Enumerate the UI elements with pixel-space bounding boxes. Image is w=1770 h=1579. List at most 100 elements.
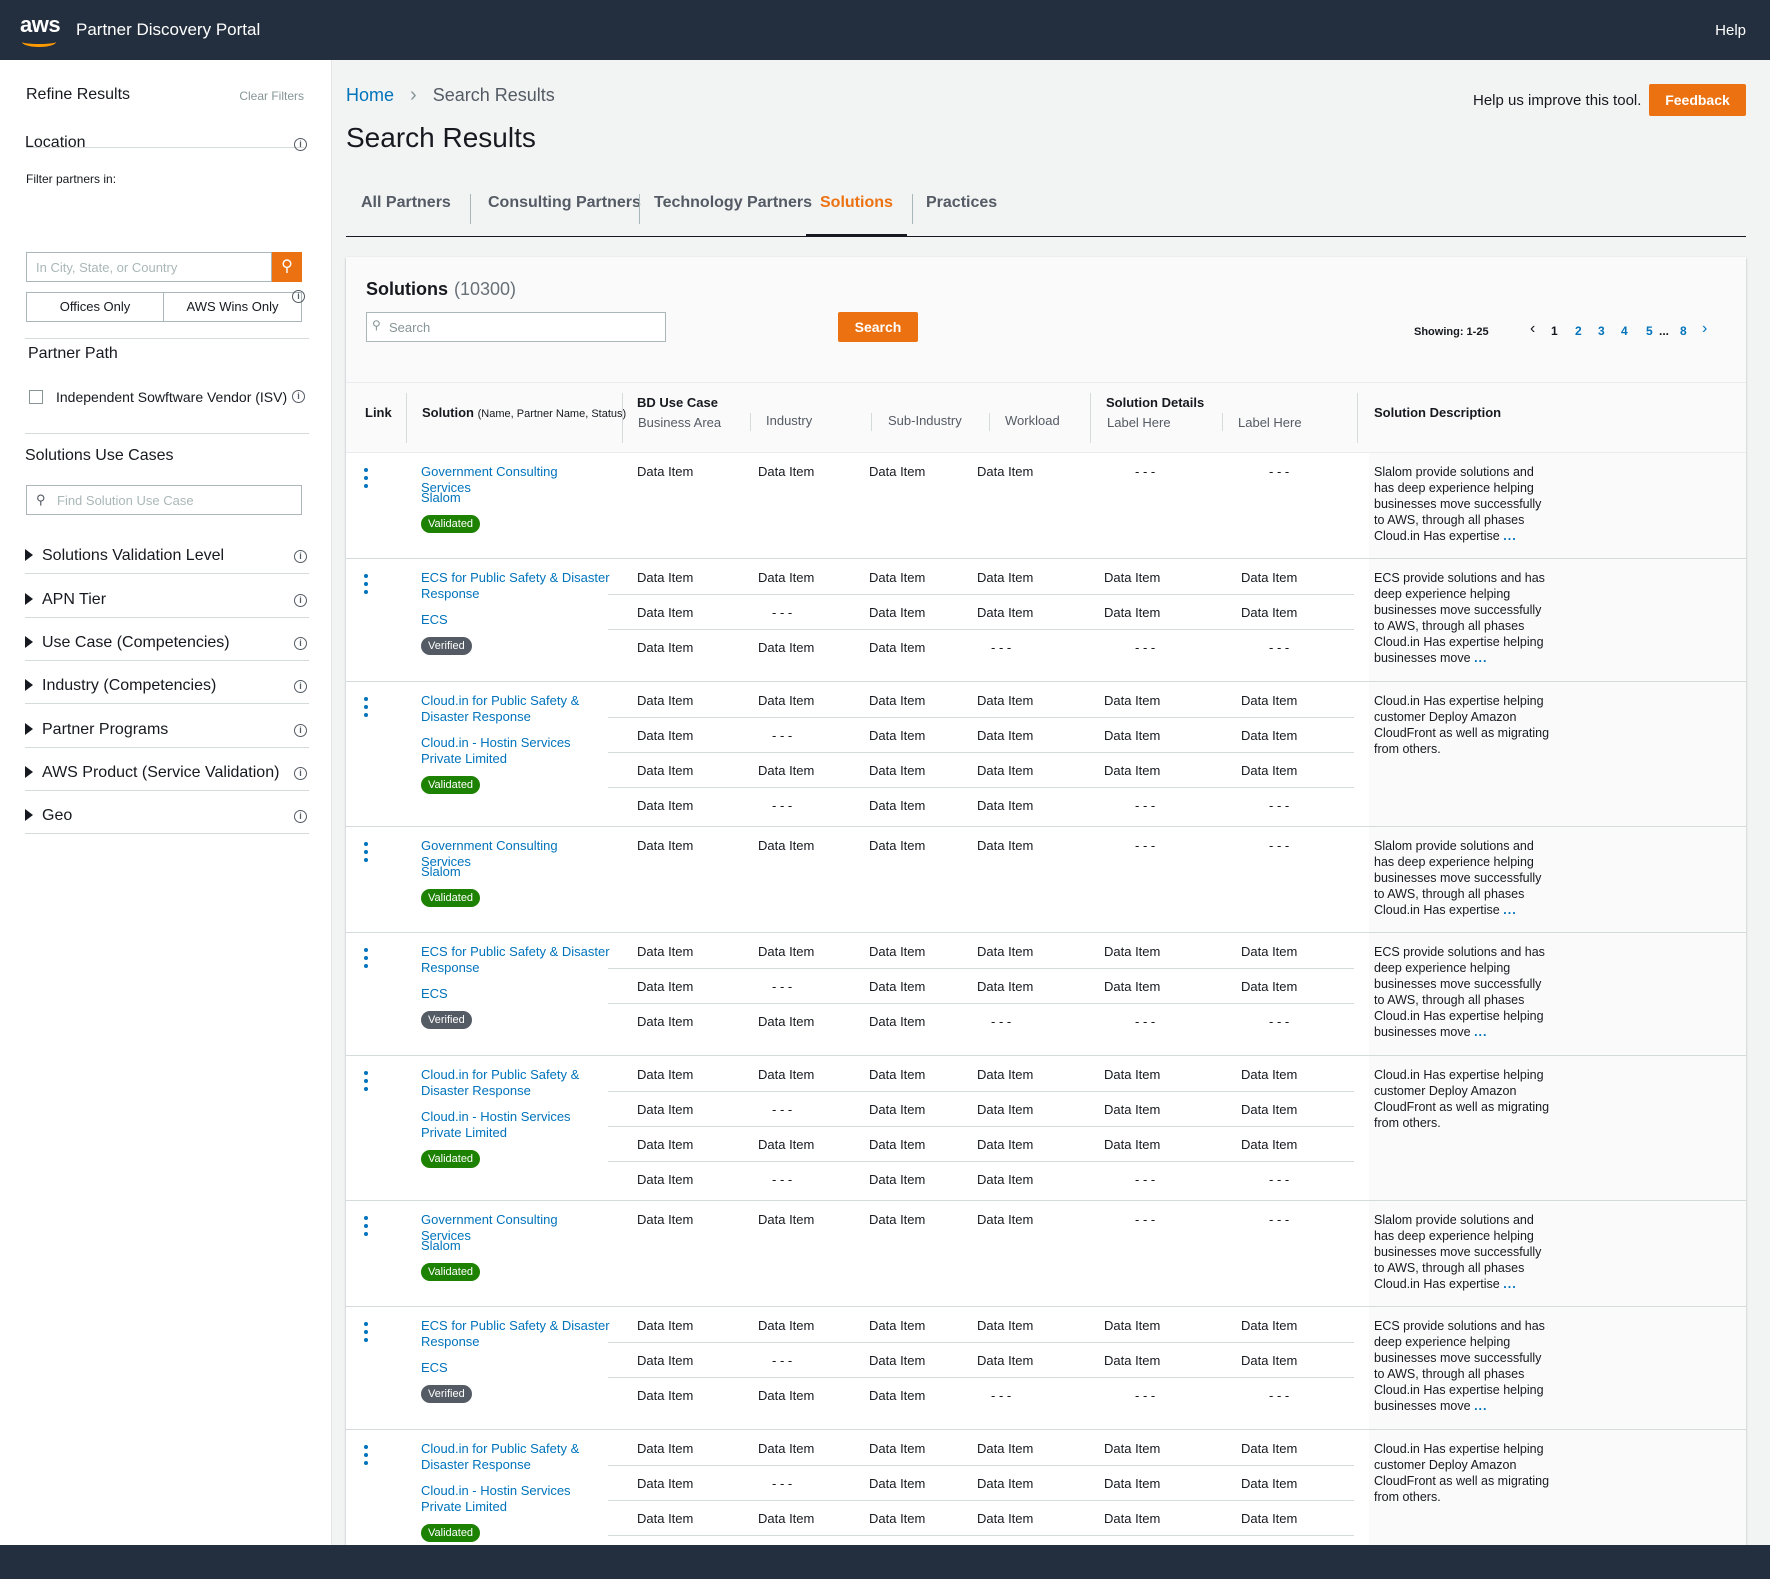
filter-collapsible[interactable]: Solutions Validation Level i (25, 534, 309, 574)
info-icon[interactable]: i (294, 724, 307, 737)
more-options-icon[interactable] (364, 468, 368, 492)
col-business-area: Business Area (638, 415, 722, 430)
more-options-icon[interactable] (364, 1445, 368, 1469)
isv-checkbox[interactable] (29, 390, 43, 404)
chevron-right-icon[interactable]: › (1702, 320, 1708, 337)
tab-technology-partners[interactable]: Technology Partners (654, 194, 812, 211)
data-cell: Data Item (637, 763, 694, 778)
read-more-link[interactable]: ... (1503, 903, 1517, 917)
more-options-icon[interactable] (364, 697, 368, 721)
read-more-link[interactable]: ... (1474, 1399, 1488, 1413)
clear-filters-link[interactable]: Clear Filters (239, 89, 304, 103)
solution-name-link[interactable]: Government Consulting Services (421, 1212, 558, 1243)
info-icon[interactable]: i (294, 680, 307, 693)
filter-collapsible[interactable]: Industry (Competencies) i (25, 664, 309, 704)
solutions-search-button[interactable]: Search (838, 312, 918, 342)
partner-name-link[interactable]: Slalom (421, 1238, 461, 1253)
partner-name-link[interactable]: Slalom (421, 864, 461, 879)
page-8[interactable]: 8 (1680, 324, 1687, 338)
tab-all-partners[interactable]: All Partners (361, 194, 451, 211)
more-options-icon[interactable] (364, 1216, 368, 1240)
partner-name-link[interactable]: Slalom (421, 490, 461, 505)
read-more-link[interactable]: ... (1474, 1025, 1488, 1039)
filter-collapsible[interactable]: Geo i (25, 794, 309, 834)
subrow-divider (608, 1161, 1354, 1162)
table-row: ECS for Public Safety & Disaster Respons… (346, 1307, 1746, 1430)
more-options-icon[interactable] (364, 1071, 368, 1095)
filter-collapsible[interactable]: AWS Product (Service Validation) i (25, 751, 309, 791)
row-shade (1369, 1201, 1746, 1306)
aws-logo[interactable]: aws (18, 10, 62, 50)
data-cell: Data Item (1104, 944, 1161, 959)
partner-name-link[interactable]: Cloud.in - Hostin Services Private Limit… (421, 1109, 571, 1140)
info-icon[interactable]: i (294, 550, 307, 563)
aws-wins-only-toggle[interactable]: AWS Wins Only (163, 292, 302, 322)
tab-divider (639, 194, 640, 224)
breadcrumb-home[interactable]: Home (346, 85, 395, 105)
status-badge: Validated (421, 515, 481, 533)
data-cell: Data Item (758, 464, 815, 479)
solution-name-link[interactable]: Government Consulting Services (421, 838, 558, 869)
tab-consulting-partners[interactable]: Consulting Partners (488, 194, 641, 211)
solution-name-link[interactable]: Cloud.in for Public Safety & Disaster Re… (421, 693, 580, 724)
help-link[interactable]: Help (1715, 22, 1746, 39)
more-options-icon[interactable] (364, 1322, 368, 1346)
filter-collapsible[interactable]: APN Tier i (25, 578, 309, 618)
info-icon[interactable]: i (294, 767, 307, 780)
page-4[interactable]: 4 (1621, 324, 1628, 338)
info-icon[interactable]: i (294, 810, 307, 823)
caret-right-icon (25, 809, 33, 821)
data-cell: - - - (1269, 1212, 1290, 1227)
location-search-button[interactable]: ⚲ (272, 252, 302, 282)
data-cell: Data Item (977, 944, 1034, 959)
read-more-link[interactable]: ... (1503, 1277, 1517, 1291)
info-icon[interactable]: i (292, 390, 305, 403)
filter-collapsible[interactable]: Use Case (Competencies) i (25, 621, 309, 661)
filter-collapsible[interactable]: Partner Programs i (25, 708, 309, 748)
partner-name-link[interactable]: ECS (421, 612, 448, 627)
status-badge: Verified (421, 1385, 472, 1403)
partner-name-link[interactable]: Cloud.in - Hostin Services Private Limit… (421, 735, 571, 766)
solution-description: Slalom provide solutions and has deep ex… (1374, 838, 1554, 918)
chevron-left-icon[interactable]: ‹ (1530, 320, 1536, 337)
find-use-case-input[interactable]: Find Solution Use Case (26, 485, 302, 515)
data-cell: Data Item (1241, 1353, 1298, 1368)
partner-name-link[interactable]: ECS (421, 986, 448, 1001)
tab-solutions[interactable]: Solutions (806, 194, 907, 237)
data-cell: - - - (1135, 640, 1156, 655)
page-1[interactable]: 1 (1551, 324, 1558, 338)
solution-name-link[interactable]: Government Consulting Services (421, 464, 558, 495)
col-divider (871, 413, 872, 431)
feedback-button[interactable]: Feedback (1649, 84, 1746, 116)
data-cell: Data Item (637, 1318, 694, 1333)
solutions-search-input[interactable]: Search (366, 312, 666, 342)
more-options-icon[interactable] (364, 574, 368, 598)
filter-collapsible-label: APN Tier (42, 591, 107, 608)
table-row: Government Consulting Services Slalom Vali… (346, 453, 1746, 559)
read-more-link[interactable]: ... (1474, 651, 1488, 665)
more-options-icon[interactable] (364, 842, 368, 866)
info-icon[interactable]: i (294, 637, 307, 650)
tab-practices[interactable]: Practices (926, 194, 998, 211)
data-cell: - - - (772, 979, 793, 994)
more-options-icon[interactable] (364, 948, 368, 972)
page-2[interactable]: 2 (1575, 324, 1582, 338)
page-3[interactable]: 3 (1598, 324, 1605, 338)
read-more-link[interactable]: ... (1503, 529, 1517, 543)
partner-name-link[interactable]: Cloud.in - Hostin Services Private Limit… (421, 1483, 571, 1514)
data-cell: Data Item (977, 838, 1034, 853)
info-icon[interactable]: i (292, 290, 305, 303)
location-input[interactable]: In City, State, or Country (26, 252, 272, 282)
partner-name-link[interactable]: ECS (421, 1360, 448, 1375)
page-5[interactable]: 5 (1646, 324, 1653, 338)
solution-name-link[interactable]: Cloud.in for Public Safety & Disaster Re… (421, 1441, 580, 1472)
solution-name-link[interactable]: Cloud.in for Public Safety & Disaster Re… (421, 1067, 580, 1098)
solution-name-link[interactable]: ECS for Public Safety & Disaster Respons… (421, 1318, 610, 1349)
info-icon[interactable]: i (294, 594, 307, 607)
info-icon[interactable]: i (294, 138, 307, 151)
data-cell: Data Item (1104, 570, 1161, 585)
subrow-divider (608, 1500, 1354, 1501)
solution-name-link[interactable]: ECS for Public Safety & Disaster Respons… (421, 570, 610, 601)
col-divider (1222, 413, 1223, 431)
solution-name-link[interactable]: ECS for Public Safety & Disaster Respons… (421, 944, 610, 975)
